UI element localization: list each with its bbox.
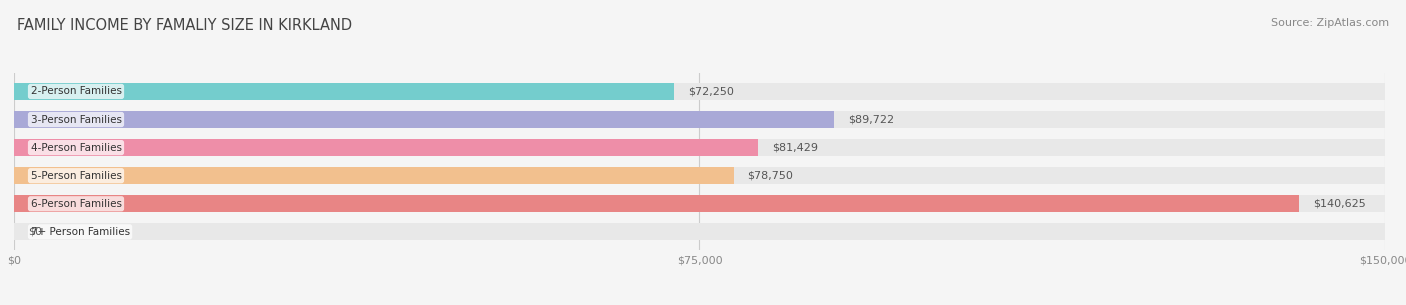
Text: $140,625: $140,625 [1313,199,1365,209]
Text: $81,429: $81,429 [772,143,818,152]
Text: 7+ Person Families: 7+ Person Families [31,227,129,237]
Bar [14,83,1385,100]
Bar [14,224,1385,240]
Text: 3-Person Families: 3-Person Families [31,115,121,124]
Text: Source: ZipAtlas.com: Source: ZipAtlas.com [1271,18,1389,28]
Bar [14,139,758,156]
Text: $89,722: $89,722 [848,115,894,124]
Bar [14,139,1385,156]
Text: $72,250: $72,250 [688,86,734,96]
Text: 2-Person Families: 2-Person Families [31,86,121,96]
Bar [14,167,1385,184]
Text: 6-Person Families: 6-Person Families [31,199,121,209]
Text: $0: $0 [28,227,42,237]
Bar [14,83,675,100]
Bar [14,111,1385,128]
Bar [14,111,834,128]
Text: FAMILY INCOME BY FAMALIY SIZE IN KIRKLAND: FAMILY INCOME BY FAMALIY SIZE IN KIRKLAN… [17,18,352,33]
Bar [14,195,1299,212]
Bar [14,167,734,184]
Bar [14,195,1385,212]
Text: $78,750: $78,750 [748,171,793,181]
Text: 5-Person Families: 5-Person Families [31,171,121,181]
Text: 4-Person Families: 4-Person Families [31,143,121,152]
